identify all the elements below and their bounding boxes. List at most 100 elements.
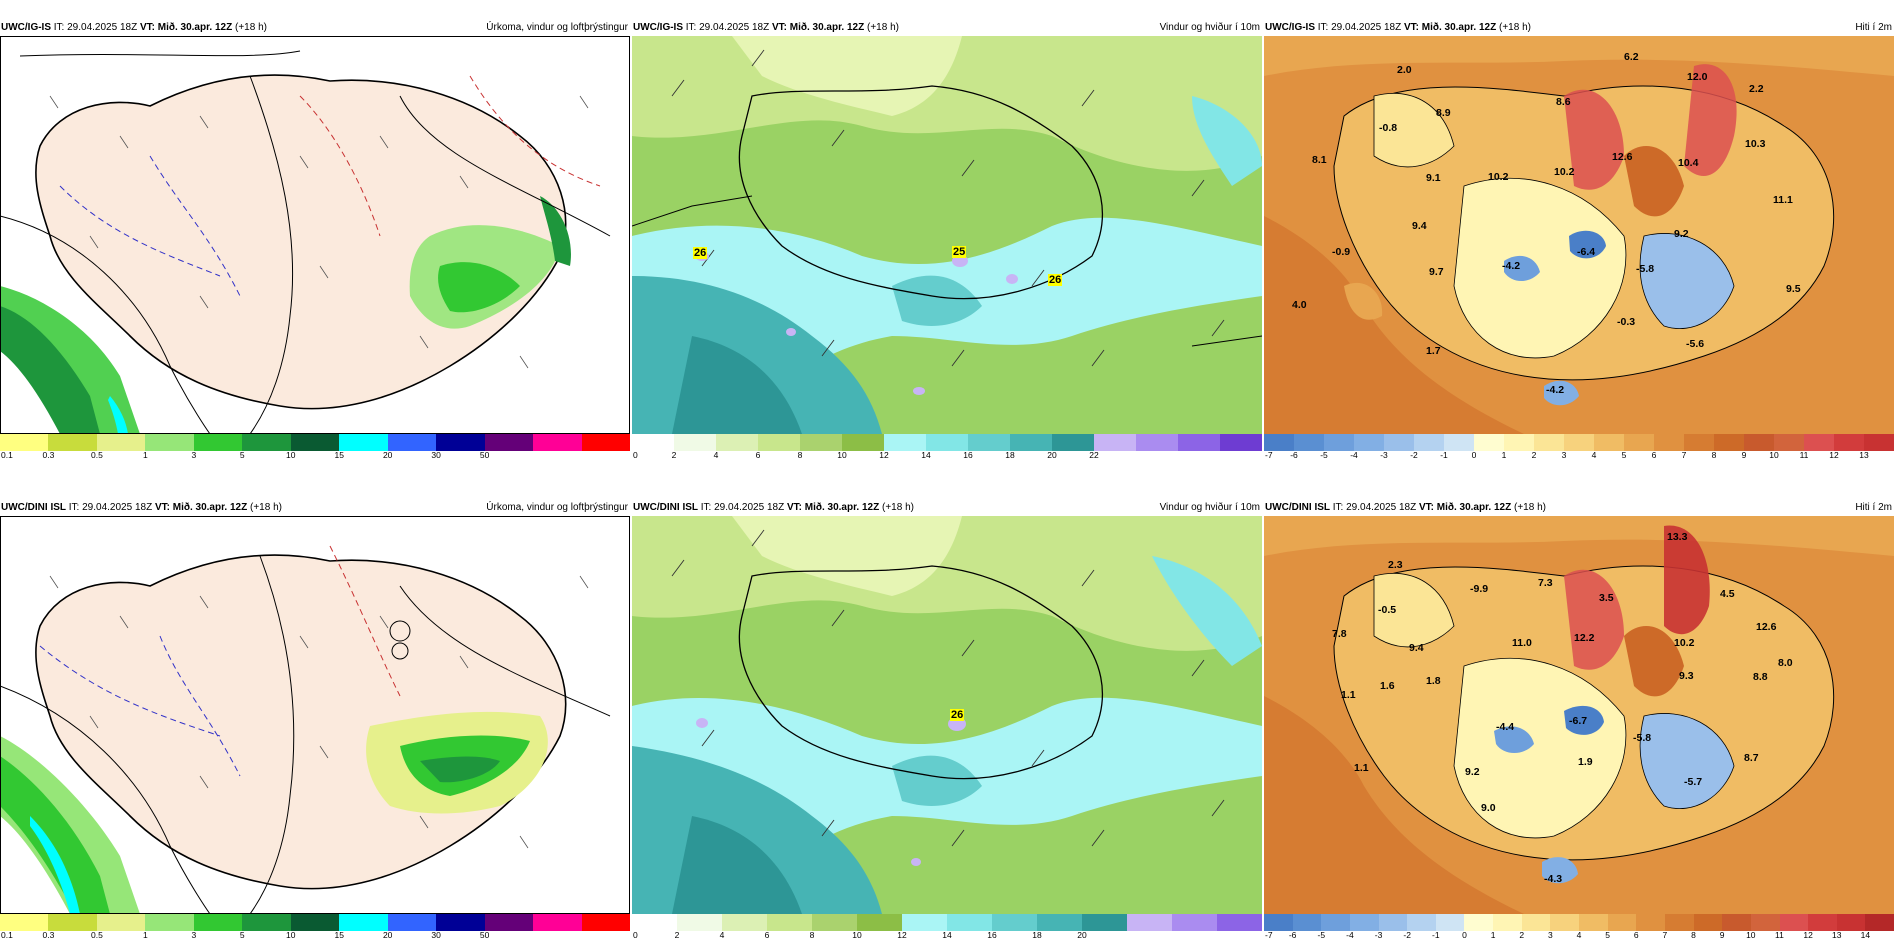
colorbar-tick-label: 8 — [809, 930, 815, 940]
colorbar-tick-label: 13 — [1859, 450, 1869, 460]
colorbar-swatch — [0, 914, 49, 931]
wind-map[interactable]: 26 25 26 — [632, 36, 1262, 434]
wind-colorbar: 0 2 4 6 8 10 12 14 16 18 20 — [632, 914, 1262, 940]
temperature-label: 7.8 — [1332, 628, 1347, 640]
colorbar-swatch — [857, 914, 902, 931]
colorbar-swatch — [926, 434, 968, 451]
temperature-label: 8.6 — [1556, 96, 1571, 108]
temperature-label: 1.8 — [1426, 675, 1441, 687]
temperature-label: 9.0 — [1481, 802, 1496, 814]
colorbar-swatch — [968, 434, 1010, 451]
colorbar-tick-label: 15 — [334, 930, 344, 940]
temperature-label: 9.2 — [1674, 228, 1689, 240]
temperature-label: 12.2 — [1574, 632, 1595, 644]
temperature-label: -4.4 — [1496, 721, 1515, 733]
colorbar-tick-label: 7 — [1681, 450, 1687, 460]
colorbar-swatches — [1264, 434, 1894, 451]
colorbar-swatch — [1378, 914, 1408, 931]
forecast-offset: (+18 h) — [250, 502, 282, 513]
colorbar-tick-label: 0.1 — [1, 450, 13, 460]
precip-colorbar: 0.1 0.3 0.5 1 3 5 10 15 20 30 50 — [0, 434, 631, 460]
colorbar-tick-label: 10 — [852, 930, 862, 940]
temperature-map[interactable]: 13.3 2.3 -9.9 7.3 3.5 4.5 -0.5 12.6 7.8 9.4 11.0 12… — [1264, 516, 1894, 914]
precip-map-graphic — [0, 516, 630, 914]
colorbar-tick-label: 0 — [633, 930, 638, 940]
colorbar-tick-label: 14 — [1860, 930, 1871, 940]
colorbar-swatch — [1264, 434, 1294, 451]
init-time: IT: 29.04.2025 18Z — [68, 502, 153, 513]
wind-map-graphic — [632, 36, 1262, 434]
colorbar-swatch — [1324, 434, 1354, 451]
temperature-label: 1.7 — [1426, 345, 1441, 357]
temperature-label: 4.0 — [1292, 299, 1307, 311]
colorbar-tick-label: 1 — [143, 450, 148, 460]
colorbar-swatch — [48, 434, 97, 451]
colorbar-swatch — [1744, 434, 1774, 451]
temperature-label: -0.5 — [1378, 604, 1397, 616]
colorbar-swatch — [1037, 914, 1082, 931]
colorbar-tick-label: -1 — [1440, 450, 1448, 460]
temperature-label: 9.1 — [1426, 172, 1441, 184]
colorbar-tick-label: 0.5 — [91, 450, 103, 460]
panel-header: UWC/IG-IS IT: 29.04.2025 18Z VT: Mið. 30… — [632, 20, 1263, 36]
precip-map[interactable] — [0, 516, 630, 914]
gust-max-label: 26 — [1048, 274, 1063, 286]
colorbar-swatch — [1220, 434, 1262, 451]
colorbar-tick-label: 9 — [1719, 930, 1725, 940]
temperature-label: 10.2 — [1674, 637, 1695, 649]
colorbar-tick-label: 0 — [1462, 930, 1467, 940]
panel-title: Hiti í 2m — [1855, 22, 1892, 33]
precip-map[interactable] — [0, 36, 630, 434]
colorbar-tick-label: -7 — [1265, 930, 1273, 940]
temperature-label: 9.7 — [1429, 266, 1444, 278]
colorbar-swatch — [1654, 434, 1684, 451]
panel-precip-ig: UWC/IG-IS IT: 29.04.2025 18Z VT: Mið. 30… — [0, 20, 631, 460]
colorbar-swatch — [800, 434, 842, 451]
forecast-offset: (+18 h) — [867, 22, 899, 33]
colorbar-swatch — [947, 914, 992, 931]
colorbar-tick-label: -3 — [1374, 930, 1383, 940]
colorbar-swatches — [632, 914, 1262, 931]
colorbar-swatch — [1435, 914, 1465, 931]
colorbar-tick-label: 0.3 — [42, 450, 55, 460]
panel-wind-ig: UWC/IG-IS IT: 29.04.2025 18Z VT: Mið. 30… — [632, 20, 1263, 460]
colorbar-tick-label: 3 — [191, 930, 197, 940]
temperature-map[interactable]: 6.2 2.0 12.0 2.2 -0.8 8.9 8.6 10.3 8.1 9.1 10.2 10.… — [1264, 36, 1894, 434]
colorbar-tick-label: 18 — [1005, 450, 1015, 460]
colorbar-swatch — [193, 434, 243, 451]
colorbar-swatch — [1534, 434, 1564, 451]
model-name: UWC/DINI ISL — [633, 502, 698, 513]
colorbar-tick-label: 15 — [334, 450, 344, 460]
colorbar-tick-label: 20 — [1047, 450, 1057, 460]
colorbar-tick-label: 3 — [191, 450, 197, 460]
colorbar-swatch — [387, 914, 437, 931]
model-name: UWC/DINI ISL — [1, 502, 66, 513]
wind-map[interactable]: 26 — [632, 516, 1262, 914]
wind-map-graphic — [632, 516, 1262, 914]
colorbar-tick-label: -2 — [1410, 450, 1418, 460]
colorbar-tick-label: 10 — [1769, 450, 1779, 460]
colorbar-tick-label: 1 — [1501, 450, 1507, 460]
colorbar-swatch — [96, 434, 146, 451]
temperature-colorbar: -7 -6 -5 -4 -3 -2 -1 0 1 2 3 4 5 6 7 8 9 10 11 12 13 — [1264, 434, 1894, 460]
colorbar-swatch — [1294, 434, 1324, 451]
colorbar-swatch — [1864, 434, 1894, 451]
colorbar-swatch — [1804, 434, 1834, 451]
temperature-label: 1.9 — [1578, 756, 1593, 768]
colorbar-swatch — [1808, 914, 1837, 931]
colorbar-swatch — [1094, 434, 1136, 451]
colorbar-swatch — [193, 914, 243, 931]
temperature-label: 9.3 — [1679, 670, 1694, 682]
init-time: IT: 29.04.2025 18Z — [1317, 22, 1402, 33]
colorbar-tick-label: 12 — [1803, 930, 1813, 940]
colorbar-swatch — [758, 434, 800, 451]
init-time: IT: 29.04.2025 18Z — [53, 22, 138, 33]
colorbar-swatch — [48, 914, 97, 931]
colorbar-tick-label: 0.1 — [1, 930, 13, 940]
colorbar-swatch — [533, 434, 582, 451]
temperature-label: 12.0 — [1687, 71, 1708, 83]
colorbar-swatch — [722, 914, 767, 931]
colorbar-tick-label: 4 — [713, 450, 719, 460]
colorbar-tick-label: 12 — [897, 930, 907, 940]
colorbar-swatch — [581, 434, 631, 451]
